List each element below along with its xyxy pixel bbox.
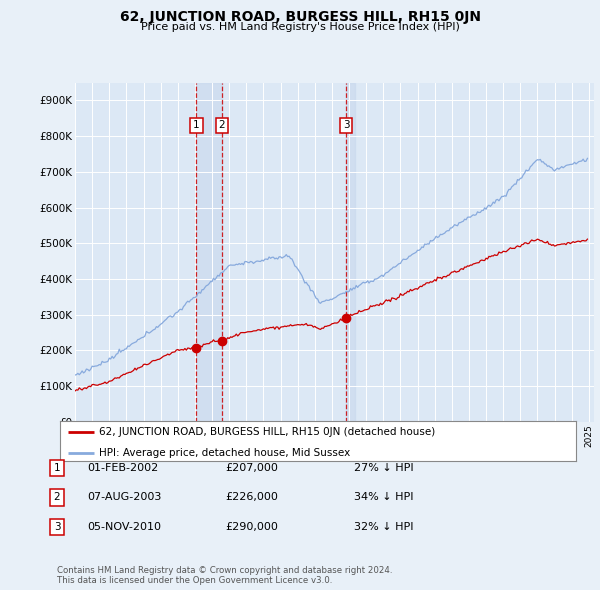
- Text: 62, JUNCTION ROAD, BURGESS HILL, RH15 0JN (detached house): 62, JUNCTION ROAD, BURGESS HILL, RH15 0J…: [98, 427, 435, 437]
- Text: Price paid vs. HM Land Registry's House Price Index (HPI): Price paid vs. HM Land Registry's House …: [140, 22, 460, 32]
- Bar: [196, 83, 222, 422]
- Text: 32% ↓ HPI: 32% ↓ HPI: [354, 522, 413, 532]
- Text: 07-AUG-2003: 07-AUG-2003: [87, 493, 161, 502]
- Text: 62, JUNCTION ROAD, BURGESS HILL, RH15 0JN: 62, JUNCTION ROAD, BURGESS HILL, RH15 0J…: [119, 10, 481, 24]
- Text: 3: 3: [53, 522, 61, 532]
- Text: £290,000: £290,000: [225, 522, 278, 532]
- Text: 05-NOV-2010: 05-NOV-2010: [87, 522, 161, 532]
- Text: HPI: Average price, detached house, Mid Sussex: HPI: Average price, detached house, Mid …: [98, 448, 350, 458]
- Text: 01-FEB-2002: 01-FEB-2002: [87, 463, 158, 473]
- Text: 3: 3: [343, 120, 349, 130]
- Text: £226,000: £226,000: [225, 493, 278, 502]
- Text: Contains HM Land Registry data © Crown copyright and database right 2024.
This d: Contains HM Land Registry data © Crown c…: [57, 566, 392, 585]
- Text: 34% ↓ HPI: 34% ↓ HPI: [354, 493, 413, 502]
- Bar: [346, 83, 355, 422]
- Text: 1: 1: [193, 120, 200, 130]
- Text: 2: 2: [53, 493, 61, 502]
- Text: £207,000: £207,000: [225, 463, 278, 473]
- Text: 2: 2: [218, 120, 225, 130]
- Text: 27% ↓ HPI: 27% ↓ HPI: [354, 463, 413, 473]
- Text: 1: 1: [53, 463, 61, 473]
